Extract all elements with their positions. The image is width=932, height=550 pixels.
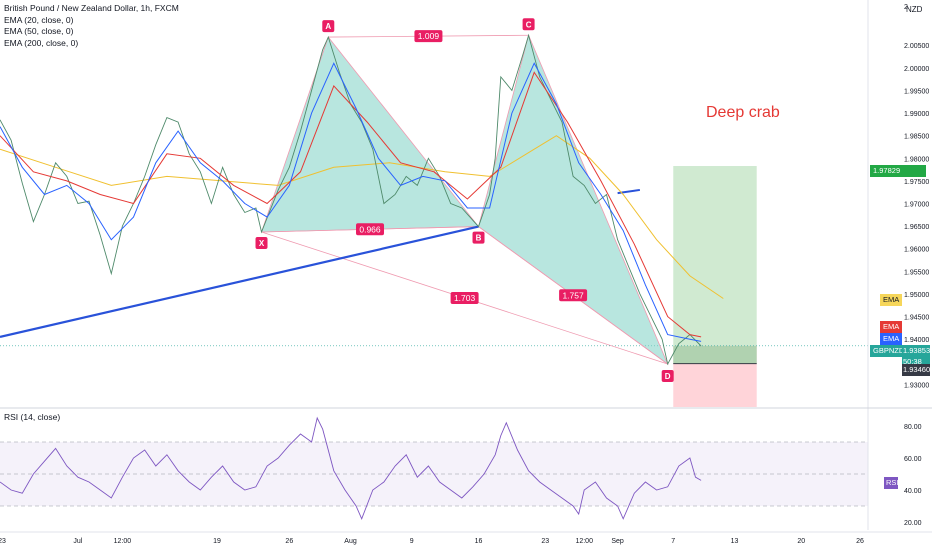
- ratio-label: 1.703: [454, 293, 476, 303]
- price-tag: 1.93853: [902, 345, 931, 357]
- time-tick-label: 23: [541, 538, 549, 545]
- time-tick-label: 26: [856, 538, 864, 545]
- ema50-tag: EMA: [880, 321, 902, 333]
- pattern-point-a-box: [322, 20, 335, 33]
- time-tick-label: Sep: [611, 538, 624, 545]
- ema20-line: [0, 62, 702, 342]
- price-tick-label: 2: [904, 4, 908, 11]
- rsi-tick-label: 20.00: [904, 520, 922, 527]
- pattern-labels: X A B C D 1.009 0.966 1.703 1.757: [255, 18, 674, 383]
- ema50-line: [0, 71, 702, 338]
- ema20-legend[interactable]: EMA (20, close, 0): [4, 14, 74, 25]
- time-tick-label: 13: [731, 538, 739, 545]
- time-tick-label: Aug: [344, 538, 357, 545]
- symbol-tag: GBPNZD: [870, 345, 904, 357]
- pattern-point-a: A: [325, 22, 331, 31]
- symbol-title: British Pound / New Zealand Dollar, 1h, …: [4, 3, 179, 13]
- ratio-box: [356, 223, 385, 236]
- pattern-point-b: B: [476, 234, 482, 243]
- currency-label: NZD: [906, 5, 923, 14]
- rsi-pane: [0, 416, 868, 520]
- price-tick-label: 1.96500: [904, 224, 929, 231]
- ratio-box: [559, 289, 588, 302]
- pattern-point-c: C: [526, 20, 532, 29]
- time-tick-label: 19: [213, 538, 221, 545]
- time-tick-label: 12:00: [114, 538, 132, 545]
- ratio-label: 1.757: [562, 290, 584, 300]
- price-tick-label: 1.95000: [904, 292, 929, 299]
- ratio-label: 0.966: [359, 224, 381, 234]
- ema200-legend[interactable]: EMA (200, close, 0): [4, 37, 79, 48]
- price-tick-label: 1.94000: [904, 337, 929, 344]
- ascending-trendline: [0, 225, 479, 338]
- price-tick-label: 1.94500: [904, 315, 929, 322]
- price-tick-label: 1.99500: [904, 88, 929, 95]
- target-price-tag: 1.97829: [870, 165, 926, 177]
- price-tick-label: 1.98500: [904, 134, 929, 141]
- price-tick-label: 2.00000: [904, 66, 929, 73]
- price-tick-label: 1.96000: [904, 247, 929, 254]
- rsi-legend[interactable]: RSI (14, close): [4, 412, 61, 422]
- price-tick-label: 1.93000: [904, 382, 929, 389]
- pattern-point-c-box: [522, 18, 535, 31]
- price-tick-label: 1.98000: [904, 156, 929, 163]
- rsi-line: [0, 416, 702, 520]
- time-tick-label: 16: [475, 538, 483, 545]
- chart-legend: British Pound / New Zealand Dollar, 1h, …: [4, 3, 179, 49]
- price-tick-label: 1.99000: [904, 111, 929, 118]
- stop-price-tag: 1.93460: [902, 364, 931, 376]
- ema50-legend[interactable]: EMA (50, close, 0): [4, 26, 74, 36]
- price-line: [0, 33, 702, 366]
- position-tool[interactable]: [0, 166, 868, 407]
- rsi-tick-label: 80.00: [904, 424, 922, 431]
- time-tick-label: 20: [797, 538, 805, 545]
- time-tick-label: 23: [0, 538, 6, 545]
- pattern-point-d-box: [661, 370, 674, 383]
- rsi-tick-label: 60.00: [904, 456, 922, 463]
- rsi-tick-label: 40.00: [904, 488, 922, 495]
- time-tick-label: Jul: [73, 538, 82, 545]
- ema200-line: [0, 135, 724, 299]
- time-tick-label: 9: [410, 538, 414, 545]
- time-tick-label: 7: [671, 538, 675, 545]
- pattern-point-x: X: [259, 239, 265, 248]
- ratio-label: 1.009: [418, 31, 440, 41]
- harmonic-pattern[interactable]: [260, 34, 669, 366]
- price-tick-label: 2.00500: [904, 43, 929, 50]
- pattern-point-d: D: [665, 372, 671, 381]
- pattern-point-b-box: [472, 231, 485, 244]
- pattern-point-x-box: [255, 236, 268, 249]
- annotation-text[interactable]: Deep crab: [706, 104, 780, 121]
- time-tick-label: 26: [285, 538, 293, 545]
- price-tick-label: 1.97000: [904, 202, 929, 209]
- price-tick-label: 1.95500: [904, 269, 929, 276]
- ema20-tag: EMA: [880, 333, 902, 345]
- time-tick-label: 12:00: [575, 538, 593, 545]
- ema200-tag: EMA: [880, 294, 902, 306]
- price-series-group: [0, 33, 724, 366]
- rsi-tag: RSI: [884, 477, 899, 489]
- ratio-box: [414, 30, 443, 43]
- profit-zone: [673, 166, 757, 346]
- open-pnl-zone: [673, 345, 757, 364]
- price-tick-label: 1.97500: [904, 179, 929, 186]
- ratio-box: [450, 292, 479, 305]
